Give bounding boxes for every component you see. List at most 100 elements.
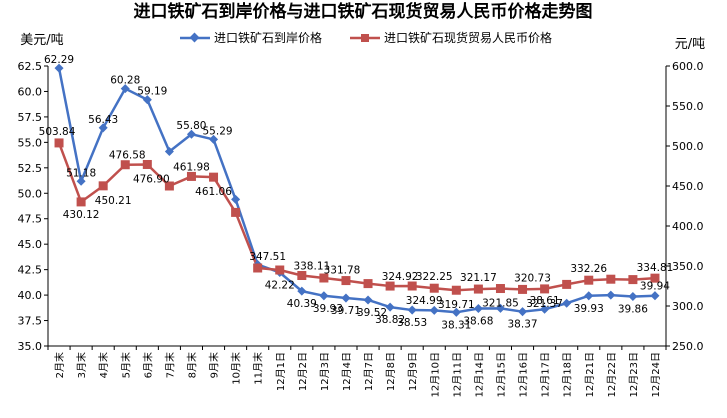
data-point-red (54, 138, 64, 148)
data-point-red (473, 284, 483, 294)
x-tick-label: 12月23日 (628, 352, 640, 397)
data-point-red (319, 273, 329, 283)
left-axis-unit: 美元/吨 (20, 33, 63, 48)
x-tick-label: 12月1日 (275, 352, 287, 391)
axes: 35.0 37.5 40.0 42.5 45.0 47.5 50.0 52.5 55.0 57.5… (18, 60, 704, 397)
left-tick-label: 47.5 (18, 213, 43, 226)
data-label-red: 321.17 (460, 272, 497, 284)
data-point-red (385, 281, 395, 291)
data-point-blue (231, 194, 241, 204)
data-label-blue: 59.19 (137, 86, 167, 98)
data-label-red: 450.21 (95, 195, 132, 207)
data-point-red (429, 283, 439, 293)
x-tick-label: 4月末 (97, 352, 110, 378)
data-point-blue (562, 298, 572, 308)
x-tick-label: 12月3日 (319, 352, 331, 391)
data-point-red (540, 284, 550, 294)
x-tick-label: 2月末 (53, 352, 66, 378)
data-point-red (584, 275, 594, 285)
data-point-red (164, 181, 174, 191)
data-label-blue: 56.43 (88, 114, 118, 126)
data-label-red: 319.71 (438, 299, 475, 311)
data-label-red: 334.81 (637, 262, 674, 274)
data-point-blue (164, 147, 174, 157)
x-tick-label: 8月末 (185, 352, 198, 378)
left-tick-label: 37.5 (18, 315, 43, 328)
right-tick-label: 300.0 (672, 300, 704, 313)
data-point-red (98, 181, 108, 191)
data-point-blue (540, 304, 550, 314)
data-point-red (628, 275, 638, 285)
right-tick-label: 350.0 (672, 260, 704, 273)
data-label-blue: 38.68 (463, 316, 493, 328)
left-tick-label: 45.0 (18, 238, 43, 251)
data-label-blue: 39.94 (640, 281, 670, 293)
data-point-blue (363, 295, 373, 305)
data-point-red (209, 172, 219, 182)
data-point-blue (606, 290, 616, 300)
x-tick-label: 12月8日 (385, 352, 397, 391)
data-point-blue (319, 291, 329, 301)
legend-marker-red (361, 34, 369, 42)
left-tick-label: 52.5 (18, 162, 43, 175)
data-point-red (407, 281, 417, 291)
data-label-red: 461.98 (173, 161, 210, 173)
chart-title: 进口铁矿石到岸价格与进口铁矿石现货贸易人民币价格走势图 (134, 1, 593, 22)
data-label-red: 338.11 (293, 261, 330, 273)
series-lines (57, 67, 656, 314)
data-point-blue (628, 291, 638, 302)
data-label-blue: 39.71 (331, 305, 361, 317)
x-tick-label: 12月16日 (518, 352, 530, 397)
data-label-blue: 39.93 (574, 303, 604, 315)
data-point-red (231, 207, 241, 217)
legend: 进口铁矿石到岸价格 进口铁矿石现货贸易人民币价格 (180, 30, 552, 45)
data-label-blue: 55.29 (203, 125, 233, 137)
data-point-blue (186, 129, 196, 139)
data-label-blue: 42.22 (265, 279, 295, 291)
data-label-blue: 38.82 (375, 314, 405, 326)
x-tick-label: 12月9日 (407, 352, 419, 391)
x-tick-label: 12月21日 (584, 352, 596, 397)
legend-label-red: 进口铁矿石现货贸易人民币价格 (384, 30, 552, 45)
data-label-red: 321.37 (526, 298, 563, 310)
right-tick-label: 500.0 (672, 140, 704, 153)
right-tick-label: 250.0 (672, 340, 704, 353)
series-line-red (57, 142, 656, 292)
legend-item-red: 进口铁矿石现货贸易人民币价格 (350, 30, 552, 45)
legend-item-blue: 进口铁矿石到岸价格 (180, 30, 322, 45)
data-label-blue: 38.61 (530, 295, 560, 307)
data-label-red: 476.90 (133, 173, 170, 185)
data-point-red (142, 159, 152, 169)
x-tick-label: 12月11日 (451, 352, 463, 397)
data-point-red (495, 284, 505, 294)
legend-label-blue: 进口铁矿石到岸价格 (214, 30, 322, 45)
data-label-blue: 62.29 (44, 54, 74, 66)
legend-marker-blue (189, 32, 200, 43)
x-tick-label: 10月末 (230, 352, 243, 385)
data-label-red: 322.25 (416, 271, 453, 283)
data-point-blue (650, 291, 660, 301)
right-tick-label: 600.0 (672, 60, 704, 73)
data-point-red (253, 263, 263, 273)
left-tick-label: 35.0 (18, 340, 43, 353)
x-tick-label: 12月18日 (562, 352, 574, 397)
x-tick-label: 11月末 (252, 352, 265, 385)
data-point-blue (98, 123, 108, 133)
data-point-blue (341, 293, 351, 303)
data-label-red: 461.06 (195, 186, 232, 198)
data-label-blue: 55.80 (176, 120, 206, 132)
left-tick-label: 57.5 (18, 111, 43, 124)
data-label-blue: 39.52 (357, 307, 387, 319)
data-label-red: 331.78 (324, 265, 361, 277)
data-label-blue: 39.93 (313, 303, 343, 315)
left-tick-label: 50.0 (18, 187, 43, 200)
left-tick-label: 42.5 (18, 264, 43, 277)
x-tick-label: 6月末 (141, 352, 154, 378)
series-line-blue (57, 67, 656, 314)
data-label-red: 476.58 (109, 150, 146, 162)
x-tick-label: 12月2日 (297, 352, 309, 391)
left-tick-label: 40.0 (18, 289, 43, 302)
data-point-red (341, 276, 351, 286)
data-point-red (275, 265, 285, 275)
